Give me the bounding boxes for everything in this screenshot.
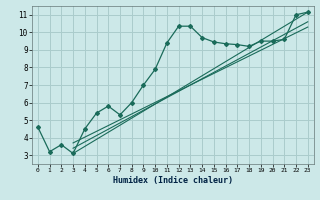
X-axis label: Humidex (Indice chaleur): Humidex (Indice chaleur) xyxy=(113,176,233,185)
